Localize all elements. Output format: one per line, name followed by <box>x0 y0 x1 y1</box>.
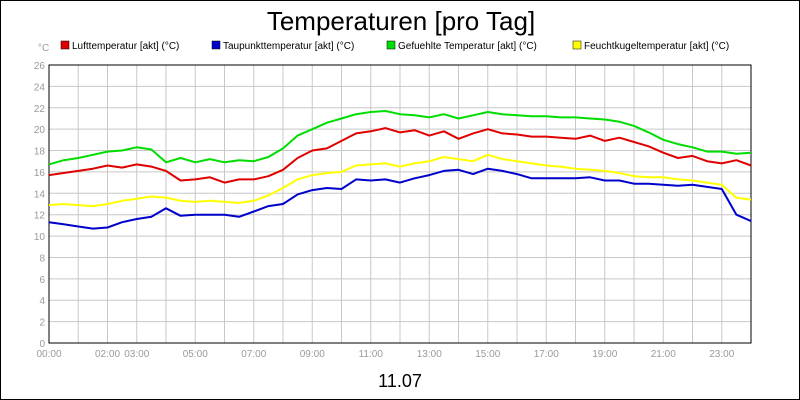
x-tick-label: 15:00 <box>475 349 500 360</box>
y-tick-label: 20 <box>34 125 46 136</box>
y-tick-label: 24 <box>34 82 46 93</box>
y-tick-label: 6 <box>39 275 45 286</box>
y-tick-label: 22 <box>34 104 46 115</box>
y-tick-label: 18 <box>34 147 46 158</box>
x-tick-label: 17:00 <box>534 349 559 360</box>
y-tick-label: 12 <box>34 211 46 222</box>
series-line-2 <box>48 167 752 230</box>
x-tick-label: 23:00 <box>709 349 734 360</box>
series-line-3 <box>48 110 752 166</box>
legend-label: Feuchtkugeltemperatur [akt] (°C) <box>584 41 729 52</box>
y-tick-label: 10 <box>34 232 46 243</box>
x-tick-label: 11:00 <box>359 349 384 360</box>
legend-label: Taupunkttemperatur [akt] (°C) <box>223 41 354 52</box>
x-tick-label: 00:00 <box>36 349 61 360</box>
legend-swatch <box>211 40 221 50</box>
y-tick-label: 8 <box>39 253 45 264</box>
legend-label: Lufttemperatur [akt] (°C) <box>72 41 179 52</box>
legend-swatch <box>572 40 582 50</box>
plot-area <box>48 64 752 344</box>
y-tick-label: 26 <box>34 61 46 72</box>
grid-lines <box>49 64 751 344</box>
x-tick-label: 07:00 <box>241 349 266 360</box>
y-axis-unit-label: °C <box>38 43 49 54</box>
legend-label: Gefuehlte Temperatur [akt] (°C) <box>398 41 537 52</box>
x-tick-label: 13:00 <box>417 349 442 360</box>
x-tick-label: 09:00 <box>300 349 325 360</box>
date-label: 11.07 <box>378 371 422 391</box>
x-axis-ticks: 00:00 02:00 03:00 05:00 07:00 09:00 11:00 13:00… <box>36 349 734 360</box>
legend-swatch <box>60 40 70 50</box>
series-lines <box>48 110 752 230</box>
y-tick-label: 16 <box>34 168 46 179</box>
y-tick-label: 4 <box>39 296 45 307</box>
chart-title: Temperaturen [pro Tag] <box>267 6 535 36</box>
x-tick-label: 21:00 <box>651 349 676 360</box>
legend-swatch <box>386 40 396 50</box>
series-line-1 <box>48 127 752 184</box>
x-tick-label: 02:00 <box>95 349 120 360</box>
y-tick-label: 0 <box>39 339 45 350</box>
y-tick-label: 2 <box>39 318 45 329</box>
x-tick-label: 05:00 <box>183 349 208 360</box>
y-tick-label: 14 <box>34 189 46 200</box>
x-tick-label: 03:00 <box>124 349 149 360</box>
series-line-4 <box>48 153 752 208</box>
x-tick-label: 19:00 <box>592 349 617 360</box>
chart-legend: Lufttemperatur [akt] (°C) Taupunkttempera… <box>60 40 729 52</box>
